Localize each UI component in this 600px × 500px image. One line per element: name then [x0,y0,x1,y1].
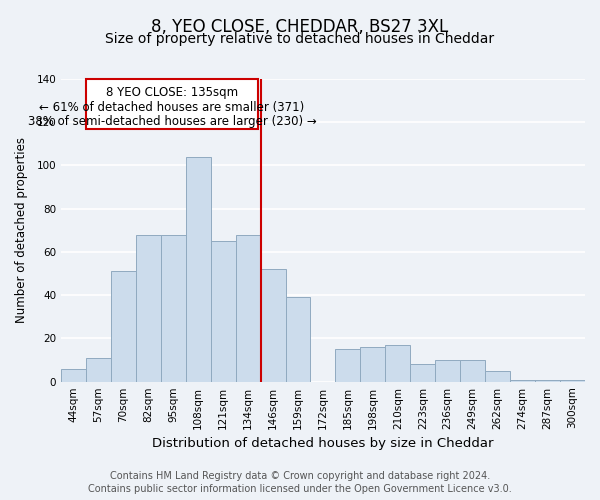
Bar [236,234,260,382]
Text: Size of property relative to detached houses in Cheddar: Size of property relative to detached ho… [106,32,494,46]
Bar [111,272,136,382]
Text: Contains HM Land Registry data © Crown copyright and database right 2024.: Contains HM Land Registry data © Crown c… [110,471,490,481]
Bar [61,368,86,382]
Bar [186,157,211,382]
X-axis label: Distribution of detached houses by size in Cheddar: Distribution of detached houses by size … [152,437,494,450]
Bar [410,364,435,382]
Bar [510,380,535,382]
Bar [86,358,111,382]
Bar [535,380,560,382]
Bar [385,345,410,382]
Text: 8, YEO CLOSE, CHEDDAR, BS27 3XL: 8, YEO CLOSE, CHEDDAR, BS27 3XL [151,18,449,36]
Y-axis label: Number of detached properties: Number of detached properties [15,138,28,324]
Bar [560,380,585,382]
Bar [260,270,286,382]
Bar [86,79,258,128]
Bar [485,371,510,382]
Bar [211,241,236,382]
Bar [286,298,310,382]
Bar [460,360,485,382]
Bar [161,234,186,382]
Bar [435,360,460,382]
Text: 8 YEO CLOSE: 135sqm: 8 YEO CLOSE: 135sqm [106,86,238,99]
Text: ← 61% of detached houses are smaller (371): ← 61% of detached houses are smaller (37… [40,101,305,114]
Bar [136,234,161,382]
Bar [361,347,385,382]
Bar [335,350,361,382]
Text: 38% of semi-detached houses are larger (230) →: 38% of semi-detached houses are larger (… [28,115,316,128]
Text: Contains public sector information licensed under the Open Government Licence v3: Contains public sector information licen… [88,484,512,494]
